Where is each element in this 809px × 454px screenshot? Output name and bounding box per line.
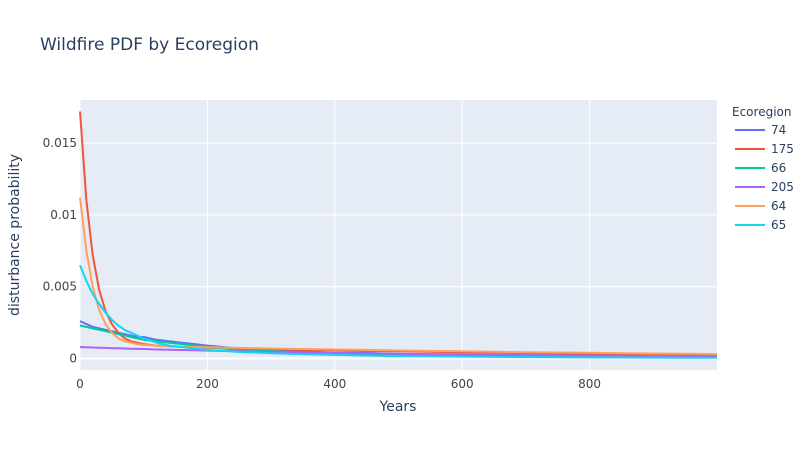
legend-label: 205 [771, 180, 794, 194]
y-tick-label: 0.015 [43, 136, 77, 150]
legend-item-175[interactable]: 175 [735, 142, 794, 156]
legend-item-66[interactable]: 66 [735, 161, 786, 175]
series-line-65[interactable] [79, 264, 717, 359]
chart-title: Wildfire PDF by Ecoregion [40, 35, 259, 55]
grid-lines [79, 100, 717, 370]
y-axis-ticks: 0 0.005 0.01 0.015 [43, 136, 77, 365]
legend-label: 65 [771, 218, 786, 232]
x-axis-label: Years [379, 399, 417, 415]
plot-area [80, 100, 717, 370]
y-axis-label: disturbance probability [7, 154, 23, 316]
legend-item-205[interactable]: 205 [735, 180, 794, 194]
y-tick-label: 0.01 [50, 208, 77, 222]
legend-label: 64 [771, 199, 786, 213]
legend-label: 66 [771, 161, 786, 175]
x-tick-label: 0 [76, 377, 84, 391]
legend-item-74[interactable]: 74 [735, 123, 786, 137]
series-line-64[interactable] [79, 197, 718, 356]
y-tick-label: 0 [69, 352, 77, 366]
x-tick-label: 600 [451, 377, 474, 391]
legend-item-64[interactable]: 64 [735, 199, 786, 213]
x-tick-label: 800 [578, 377, 601, 391]
legend-item-65[interactable]: 65 [735, 218, 786, 232]
legend-title: Ecoregion [732, 105, 791, 119]
legend-label: 74 [771, 123, 786, 137]
legend-label: 175 [771, 142, 794, 156]
x-tick-label: 400 [323, 377, 346, 391]
legend-items: 74 175 66 205 64 65 [735, 123, 794, 232]
series-lines [79, 111, 718, 359]
y-tick-label: 0.005 [43, 280, 77, 294]
legend: Ecoregion 74 175 66 205 64 65 [732, 105, 794, 232]
x-axis-ticks: 0 200 400 600 800 [76, 377, 601, 391]
x-tick-label: 200 [196, 377, 219, 391]
